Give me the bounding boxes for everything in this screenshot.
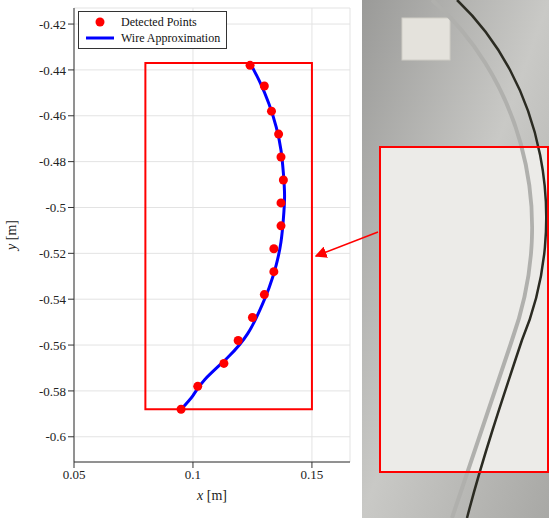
svg-text:-0.5: -0.5 (45, 200, 66, 215)
svg-text:x [m]: x [m] (196, 488, 227, 503)
svg-text:-0.48: -0.48 (39, 154, 66, 169)
svg-text:0.05: 0.05 (63, 467, 86, 482)
svg-text:0.15: 0.15 (301, 467, 324, 482)
svg-text:-0.44: -0.44 (39, 63, 67, 78)
html-text:Wire Approximation: Wire Approximation (121, 31, 221, 45)
svg-text:-0.52: -0.52 (39, 246, 66, 261)
svg-text:-0.46: -0.46 (39, 108, 67, 123)
svg-text:0.1: 0.1 (185, 467, 201, 482)
svg-text:y [m]: y [m] (4, 220, 19, 252)
svg-text:-0.54: -0.54 (39, 292, 67, 307)
svg-text:-0.42: -0.42 (39, 17, 66, 32)
svg-text:-0.6: -0.6 (45, 429, 66, 444)
svg-text:-0.58: -0.58 (39, 384, 66, 399)
svg-text:-0.56: -0.56 (39, 338, 67, 353)
html-text:Detected Points: Detected Points (121, 15, 197, 29)
